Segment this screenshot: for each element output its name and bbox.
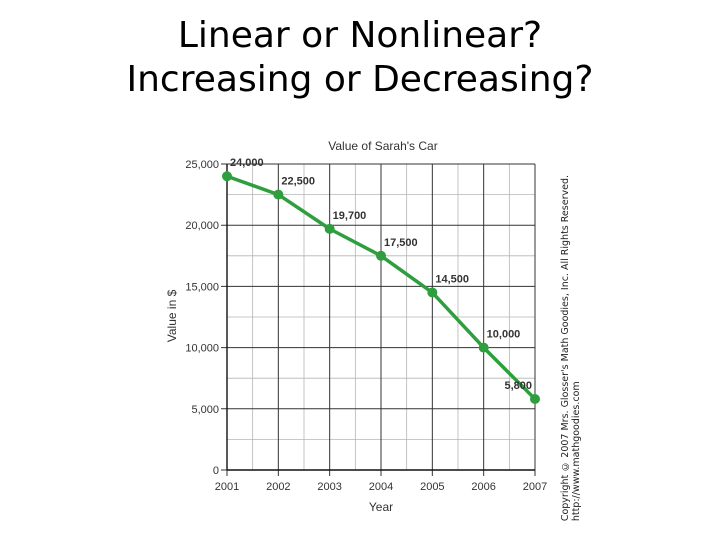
- chart-axes: 0 5,000 10,000 15,000 20,000 25,000 2001 2002 20…: [185, 159, 547, 493]
- x-tick-label: 2003: [317, 481, 341, 493]
- copyright-line-1: Copyright © 2007 Mrs. Glosser's Math Goo…: [560, 175, 571, 522]
- x-tick-label: 2006: [471, 481, 495, 493]
- x-tick-label: 2001: [215, 481, 239, 493]
- x-tick-label: 2004: [369, 481, 393, 493]
- data-label: 19,700: [333, 210, 367, 222]
- data-point: [273, 189, 284, 200]
- data-label: 22,500: [281, 176, 315, 188]
- slide-title-line-2: Increasing or Decreasing?: [126, 59, 594, 100]
- y-tick-label: 20,000: [185, 220, 219, 232]
- data-point: [427, 287, 438, 298]
- y-tick-label: 0: [213, 465, 219, 477]
- chart-grid: [221, 163, 536, 476]
- data-point: [376, 250, 386, 261]
- chart-title: Value of Sarah's Car: [328, 139, 437, 153]
- copyright-notice: Copyright © 2007 Mrs. Glosser's Math Goo…: [560, 175, 582, 521]
- data-point: [530, 394, 540, 405]
- data-label: 5,800: [504, 380, 532, 392]
- data-label: 17,500: [384, 237, 418, 249]
- y-tick-label: 5,000: [191, 404, 219, 416]
- x-tick-label: 2007: [523, 481, 547, 493]
- y-axis-label: Value in $: [165, 289, 179, 342]
- data-label: 10,000: [487, 329, 521, 341]
- slide-title-line-1: Linear or Nonlinear?: [177, 15, 543, 56]
- data-label: 14,500: [435, 274, 469, 286]
- x-tick-label: 2002: [266, 481, 290, 493]
- y-tick-label: 25,000: [185, 159, 219, 171]
- x-tick-label: 2005: [420, 481, 444, 493]
- chart-series: 24,000 22,500 19,700 17,500 14,500 10,000 5,80…: [222, 157, 540, 405]
- copyright-line-2: http://www.mathgoodies.com: [571, 381, 582, 522]
- data-label: 24,000: [230, 157, 264, 169]
- y-tick-label: 15,000: [185, 281, 219, 293]
- data-point: [222, 171, 232, 182]
- data-point: [324, 223, 335, 234]
- x-axis-label: Year: [369, 500, 393, 514]
- y-tick-label: 10,000: [185, 343, 219, 355]
- slide-title: Linear or Nonlinear? Increasing or Decre…: [0, 14, 720, 102]
- data-point: [478, 342, 489, 353]
